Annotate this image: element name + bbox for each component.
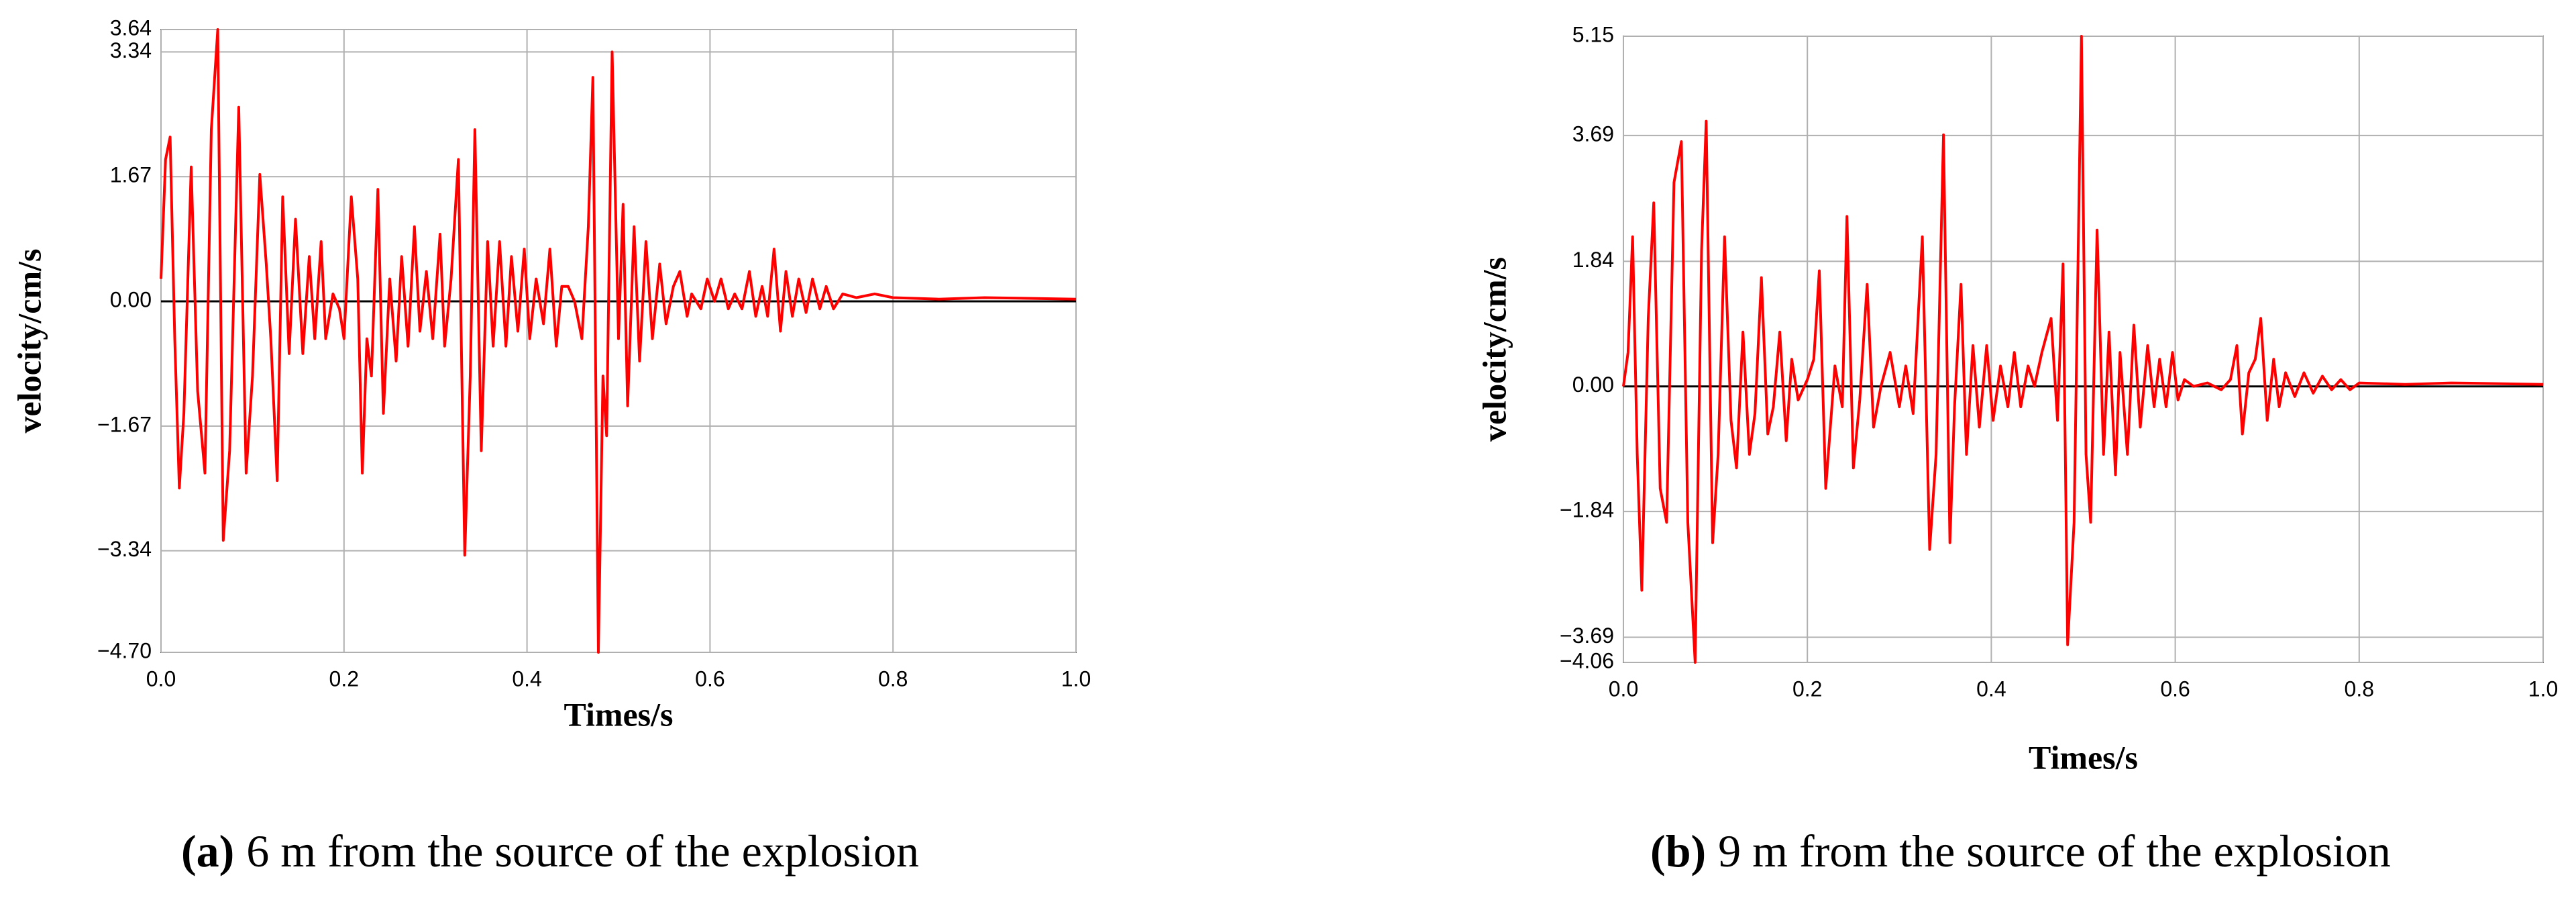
y-tick-label: 0.00 xyxy=(110,287,152,311)
x-tick-label: 0.8 xyxy=(878,666,908,691)
y-tick-label: −3.34 xyxy=(97,537,152,561)
x-tick-label: 0.4 xyxy=(1976,677,2006,701)
plot-area xyxy=(160,29,1077,653)
x-axis-title: Times/s xyxy=(564,695,674,733)
caption-label: (a) xyxy=(181,826,234,877)
y-tick-label: −3.69 xyxy=(1560,623,1614,648)
caption: (a) 6 m from the source of the explosion xyxy=(181,826,919,877)
y-tick-label: 1.67 xyxy=(110,163,152,187)
x-tick-label: 0.0 xyxy=(1609,677,1638,701)
y-tick-label: 3.34 xyxy=(110,38,152,62)
data-line xyxy=(160,28,1077,654)
chart: 0.0 0.2 0.4 0.6 0.8 1.0 3.643.34 1.67 0.00 −1.67 −… xyxy=(10,15,1091,876)
y-tick-label: −1.67 xyxy=(97,412,152,436)
y-axis-title: velocity/cm/s xyxy=(1475,257,1513,442)
y-tick-label: 0.00 xyxy=(1572,372,1614,397)
y-tick-label: −4.06 xyxy=(1560,648,1614,672)
y-tick-label: −1.84 xyxy=(1560,498,1614,522)
caption-label: (b) xyxy=(1650,826,1706,877)
y-axis-title: velocity/cm/s xyxy=(10,249,48,434)
data-line xyxy=(1622,35,2544,664)
x-tick-label: 0.0 xyxy=(146,666,176,691)
y-tick-label: −4.70 xyxy=(97,638,152,662)
x-axis-title: Times/s xyxy=(2029,738,2138,776)
y-tick-label: 3.64 xyxy=(110,15,152,40)
chart: 0.0 0.2 0.4 0.6 0.8 1.0 5.15 3.69 1.84 0.00 −1.84 −… xyxy=(1475,22,2558,876)
y-tick-label: 3.69 xyxy=(1572,121,1614,146)
y-tick-label: 1.84 xyxy=(1572,248,1614,272)
caption: (b) 9 m from the source of the explosion xyxy=(1650,826,2391,877)
caption-text: 9 m from the source of the explosion xyxy=(1718,826,2391,877)
x-tick-label: 0.8 xyxy=(2345,677,2374,701)
x-tick-label: 0.6 xyxy=(2160,677,2190,701)
x-tick-label: 0.2 xyxy=(329,666,359,691)
x-tick-label: 0.6 xyxy=(695,666,724,691)
x-tick-label: 0.2 xyxy=(1792,677,1822,701)
x-tick-label: 0.4 xyxy=(512,666,541,691)
caption-text: 6 m from the source of the explosion xyxy=(246,826,919,877)
x-tick-label: 1.0 xyxy=(1061,666,1091,691)
x-tick-label: 1.0 xyxy=(2528,677,2558,701)
y-tick-label: 5.15 xyxy=(1572,22,1614,46)
